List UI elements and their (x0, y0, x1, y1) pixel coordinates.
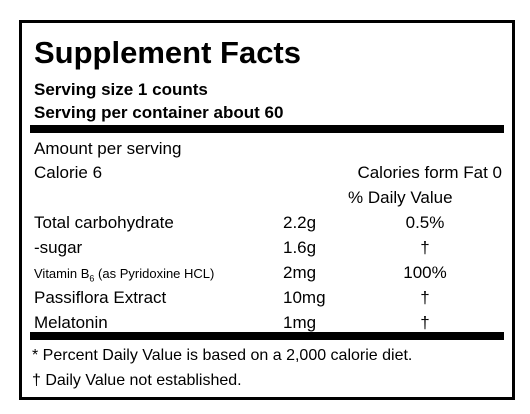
nutrient-amount: 2.2g (283, 213, 317, 232)
name-subscript: 6 (89, 273, 95, 284)
serving-size: Serving size 1 counts (34, 80, 208, 99)
name-text: Vitamin B (34, 266, 90, 281)
row-rule (30, 235, 504, 236)
nutrient-daily-value: † (420, 288, 430, 307)
nutrient-daily-value: † (420, 238, 430, 257)
calories: Calorie 6 (34, 163, 103, 182)
nutrient-amount: 1.6g (283, 238, 317, 257)
nutrient-name: -sugar (34, 238, 83, 257)
row-rule (30, 260, 504, 261)
row-rule (30, 310, 504, 311)
nutrient-daily-value: 100% (403, 263, 447, 282)
calories-from-fat: Calories form Fat 0 (357, 163, 502, 182)
nutrient-amount: 1mg (283, 313, 317, 332)
daily-value-heading: % Daily Value (348, 188, 453, 207)
footnote: † Daily Value not established. (32, 372, 242, 389)
footnote: * Percent Daily Value is based on a 2,00… (32, 347, 413, 364)
nutrient-amount: 10mg (283, 288, 326, 307)
nutrient-name: Total carbohydrate (34, 213, 174, 232)
row-rule (30, 285, 504, 286)
supplement-facts-label: Supplement Facts Serving size 1 counts S… (19, 20, 515, 400)
name-suffix: (as Pyridoxine HCL) (98, 266, 215, 281)
nutrient-name: Melatonin (34, 313, 108, 332)
nutrient-amount: 2mg (283, 263, 317, 282)
nutrient-daily-value: † (420, 313, 430, 332)
nutrient-name: Vitamin B6 (as Pyridoxine HCL) (34, 267, 214, 284)
title: Supplement Facts (34, 35, 301, 70)
nutrient-name: Passiflora Extract (34, 288, 167, 307)
nutrient-daily-value: 0.5% (405, 213, 445, 232)
thick-bar (30, 125, 504, 133)
thick-bar (30, 332, 504, 340)
amount-per-serving: Amount per serving (34, 139, 182, 158)
servings-per-container: Serving per container about 60 (34, 103, 284, 122)
